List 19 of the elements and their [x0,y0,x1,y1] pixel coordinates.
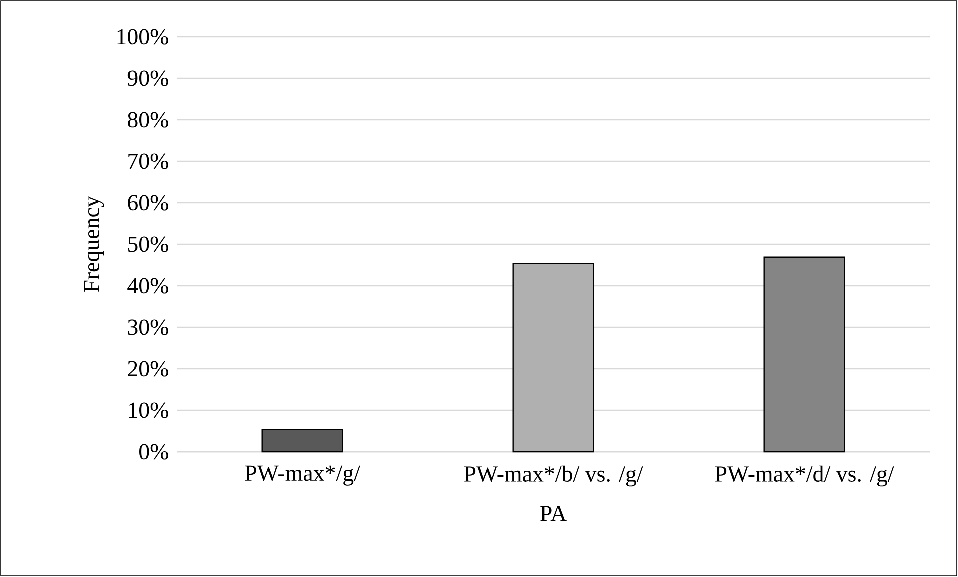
y-tick-label: 40% [128,278,168,294]
x-axis-title: PA [540,506,567,522]
bar [764,256,846,453]
y-tick-label: 90% [128,70,168,86]
y-tick-label: 0% [140,444,168,460]
y-tick-label: 20% [128,361,168,377]
y-tick-label: 10% [129,402,168,418]
bar [262,428,344,453]
y-tick-label: 100% [118,29,168,45]
y-tick-label: 80% [128,112,168,128]
y-tick-label: 30% [128,320,168,336]
y-tick-label: 70% [128,154,168,170]
x-tick-label: PW-max*/b/ vs. /g/ [464,466,644,487]
y-tick-label: 50% [128,236,168,252]
x-tick-label: PW-max*/d/ vs. /g/ [715,466,894,487]
y-axis-title: Frequency [84,196,104,292]
y-tick-label: 60% [128,195,168,211]
bar [512,262,594,453]
x-tick-label: PW-max*/g/ [245,466,360,486]
